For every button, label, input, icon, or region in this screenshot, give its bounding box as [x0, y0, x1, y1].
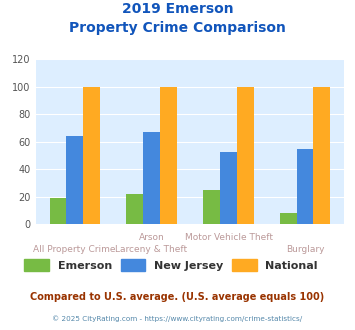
Legend: Emerson, New Jersey, National: Emerson, New Jersey, National: [20, 255, 322, 275]
Bar: [160, 87, 177, 224]
Text: © 2025 CityRating.com - https://www.cityrating.com/crime-statistics/: © 2025 CityRating.com - https://www.city…: [53, 315, 302, 322]
Bar: [237, 87, 253, 224]
Text: Burglary: Burglary: [286, 245, 325, 254]
Text: Larceny & Theft: Larceny & Theft: [115, 245, 187, 254]
Bar: [83, 87, 100, 224]
Bar: [66, 136, 83, 224]
Text: All Property Crime: All Property Crime: [33, 245, 115, 254]
Bar: [280, 214, 296, 224]
Bar: [220, 151, 237, 224]
Bar: [126, 194, 143, 224]
Text: Arson: Arson: [138, 233, 164, 242]
Bar: [50, 198, 66, 224]
Text: Compared to U.S. average. (U.S. average equals 100): Compared to U.S. average. (U.S. average …: [31, 292, 324, 302]
Text: Property Crime Comparison: Property Crime Comparison: [69, 21, 286, 35]
Bar: [203, 190, 220, 224]
Text: 2019 Emerson: 2019 Emerson: [122, 2, 233, 16]
Bar: [296, 149, 313, 224]
Bar: [143, 132, 160, 224]
Text: Motor Vehicle Theft: Motor Vehicle Theft: [185, 233, 273, 242]
Bar: [313, 87, 330, 224]
